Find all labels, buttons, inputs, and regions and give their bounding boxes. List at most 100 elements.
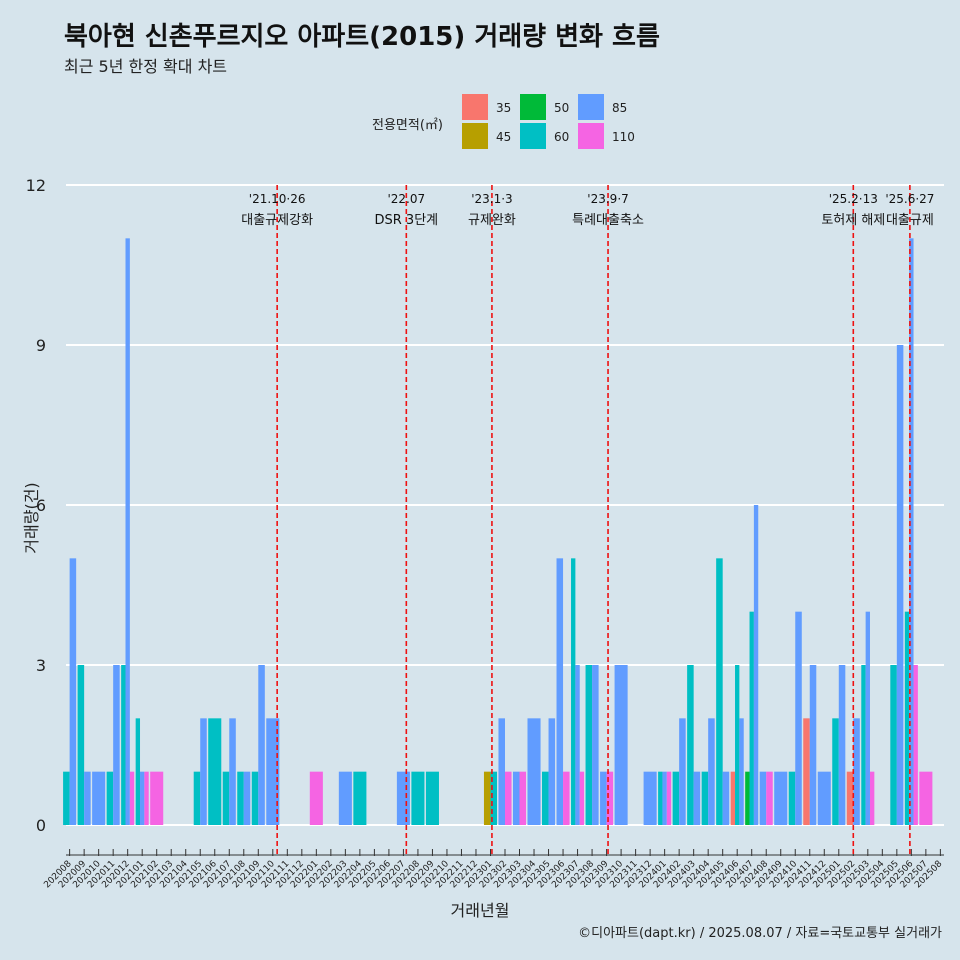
bar [229, 718, 236, 825]
bar [77, 665, 85, 825]
bar [701, 771, 709, 825]
bar [658, 771, 663, 825]
event-name-label: 토허제 해제 [821, 213, 885, 228]
y-tick-label: 0 [36, 816, 46, 835]
bar [490, 771, 498, 825]
bar [803, 718, 810, 825]
chart-subtitle: 최근 5년 한정 확대 차트 [64, 57, 228, 76]
bar [527, 718, 541, 825]
event-date-label: '21.10·26 [249, 192, 306, 206]
bar [716, 558, 723, 825]
bar [919, 771, 933, 825]
bar [353, 771, 367, 825]
bar [853, 718, 860, 825]
bar [243, 771, 251, 825]
bar [585, 665, 593, 825]
event-name-label: 특례대출축소 [572, 213, 644, 228]
bar [759, 771, 767, 825]
bar [571, 558, 576, 825]
bar [129, 771, 135, 825]
legend-swatch [462, 123, 488, 149]
event-name-label: DSR 3단계 [375, 213, 439, 228]
bar [266, 718, 280, 825]
event-date-label: '25.6·27 [885, 192, 934, 206]
bar [258, 665, 265, 825]
legend-item-35: 35 [462, 94, 522, 122]
bar [512, 771, 520, 825]
bar [896, 345, 904, 825]
bar [861, 665, 866, 825]
bar [542, 771, 549, 825]
bar [832, 718, 839, 825]
bar [121, 665, 126, 825]
bar [679, 718, 686, 825]
legend-label: 50 [554, 101, 570, 115]
bar [483, 771, 491, 825]
bar [606, 771, 614, 825]
bar [909, 238, 914, 826]
event-name-label: 대출규제강화 [241, 213, 313, 228]
bar [575, 665, 580, 825]
bar [338, 771, 352, 825]
bar [708, 718, 715, 825]
event-date-label: '23.9·7 [587, 192, 628, 206]
event-date-label: '25.2·13 [829, 192, 878, 206]
legend-swatch [578, 94, 604, 120]
bar [913, 665, 918, 825]
bar [730, 771, 736, 825]
legend-swatch [578, 123, 604, 149]
bar [614, 665, 628, 825]
legend-item-85: 85 [578, 94, 638, 122]
legend-swatch [462, 94, 488, 120]
bar [753, 505, 759, 825]
y-tick-label: 3 [36, 656, 46, 675]
bar [113, 665, 120, 825]
bar [817, 771, 831, 825]
legend-item-60: 60 [520, 123, 580, 151]
bar [505, 771, 512, 825]
bar [592, 665, 599, 825]
legend-label: 45 [496, 130, 512, 144]
bar [106, 771, 114, 825]
bar [666, 771, 672, 825]
bar [869, 771, 875, 825]
bar [69, 558, 77, 825]
event-name-label: 규제완화 [468, 213, 516, 228]
legend-label: 110 [612, 130, 635, 144]
bar [693, 771, 701, 825]
y-tick-label: 12 [26, 176, 46, 195]
bar [643, 771, 657, 825]
bar [735, 665, 740, 825]
bar [251, 771, 259, 825]
bar [662, 771, 667, 825]
bar [579, 771, 585, 825]
bar [135, 718, 141, 825]
legend-item-110: 110 [578, 123, 638, 151]
event-date-label: '23.1·3 [471, 192, 512, 206]
bar [749, 611, 754, 825]
bar [774, 771, 788, 825]
bar [411, 771, 425, 825]
bar [140, 771, 145, 825]
bar [809, 665, 817, 825]
legend-item-50: 50 [520, 94, 580, 122]
bar [766, 771, 773, 825]
bar [208, 718, 222, 825]
bar [84, 771, 91, 825]
bar [425, 771, 439, 825]
legend-title: 전용면적(㎡) [372, 118, 443, 133]
bar [904, 611, 910, 825]
legend-label: 85 [612, 101, 628, 115]
bar [788, 771, 796, 825]
source-caption: ©디아파트(dapt.kr) / 2025.08.07 / 자료=국토교통부 실… [578, 926, 942, 941]
bar [795, 611, 802, 825]
bar [222, 771, 230, 825]
y-axis-label: 거래량(건) [22, 482, 41, 554]
bar [200, 718, 207, 825]
bar [125, 238, 130, 826]
event-date-label: '22.07 [387, 192, 425, 206]
bar [687, 665, 694, 825]
bar [144, 771, 149, 825]
y-tick-label: 9 [36, 336, 46, 355]
